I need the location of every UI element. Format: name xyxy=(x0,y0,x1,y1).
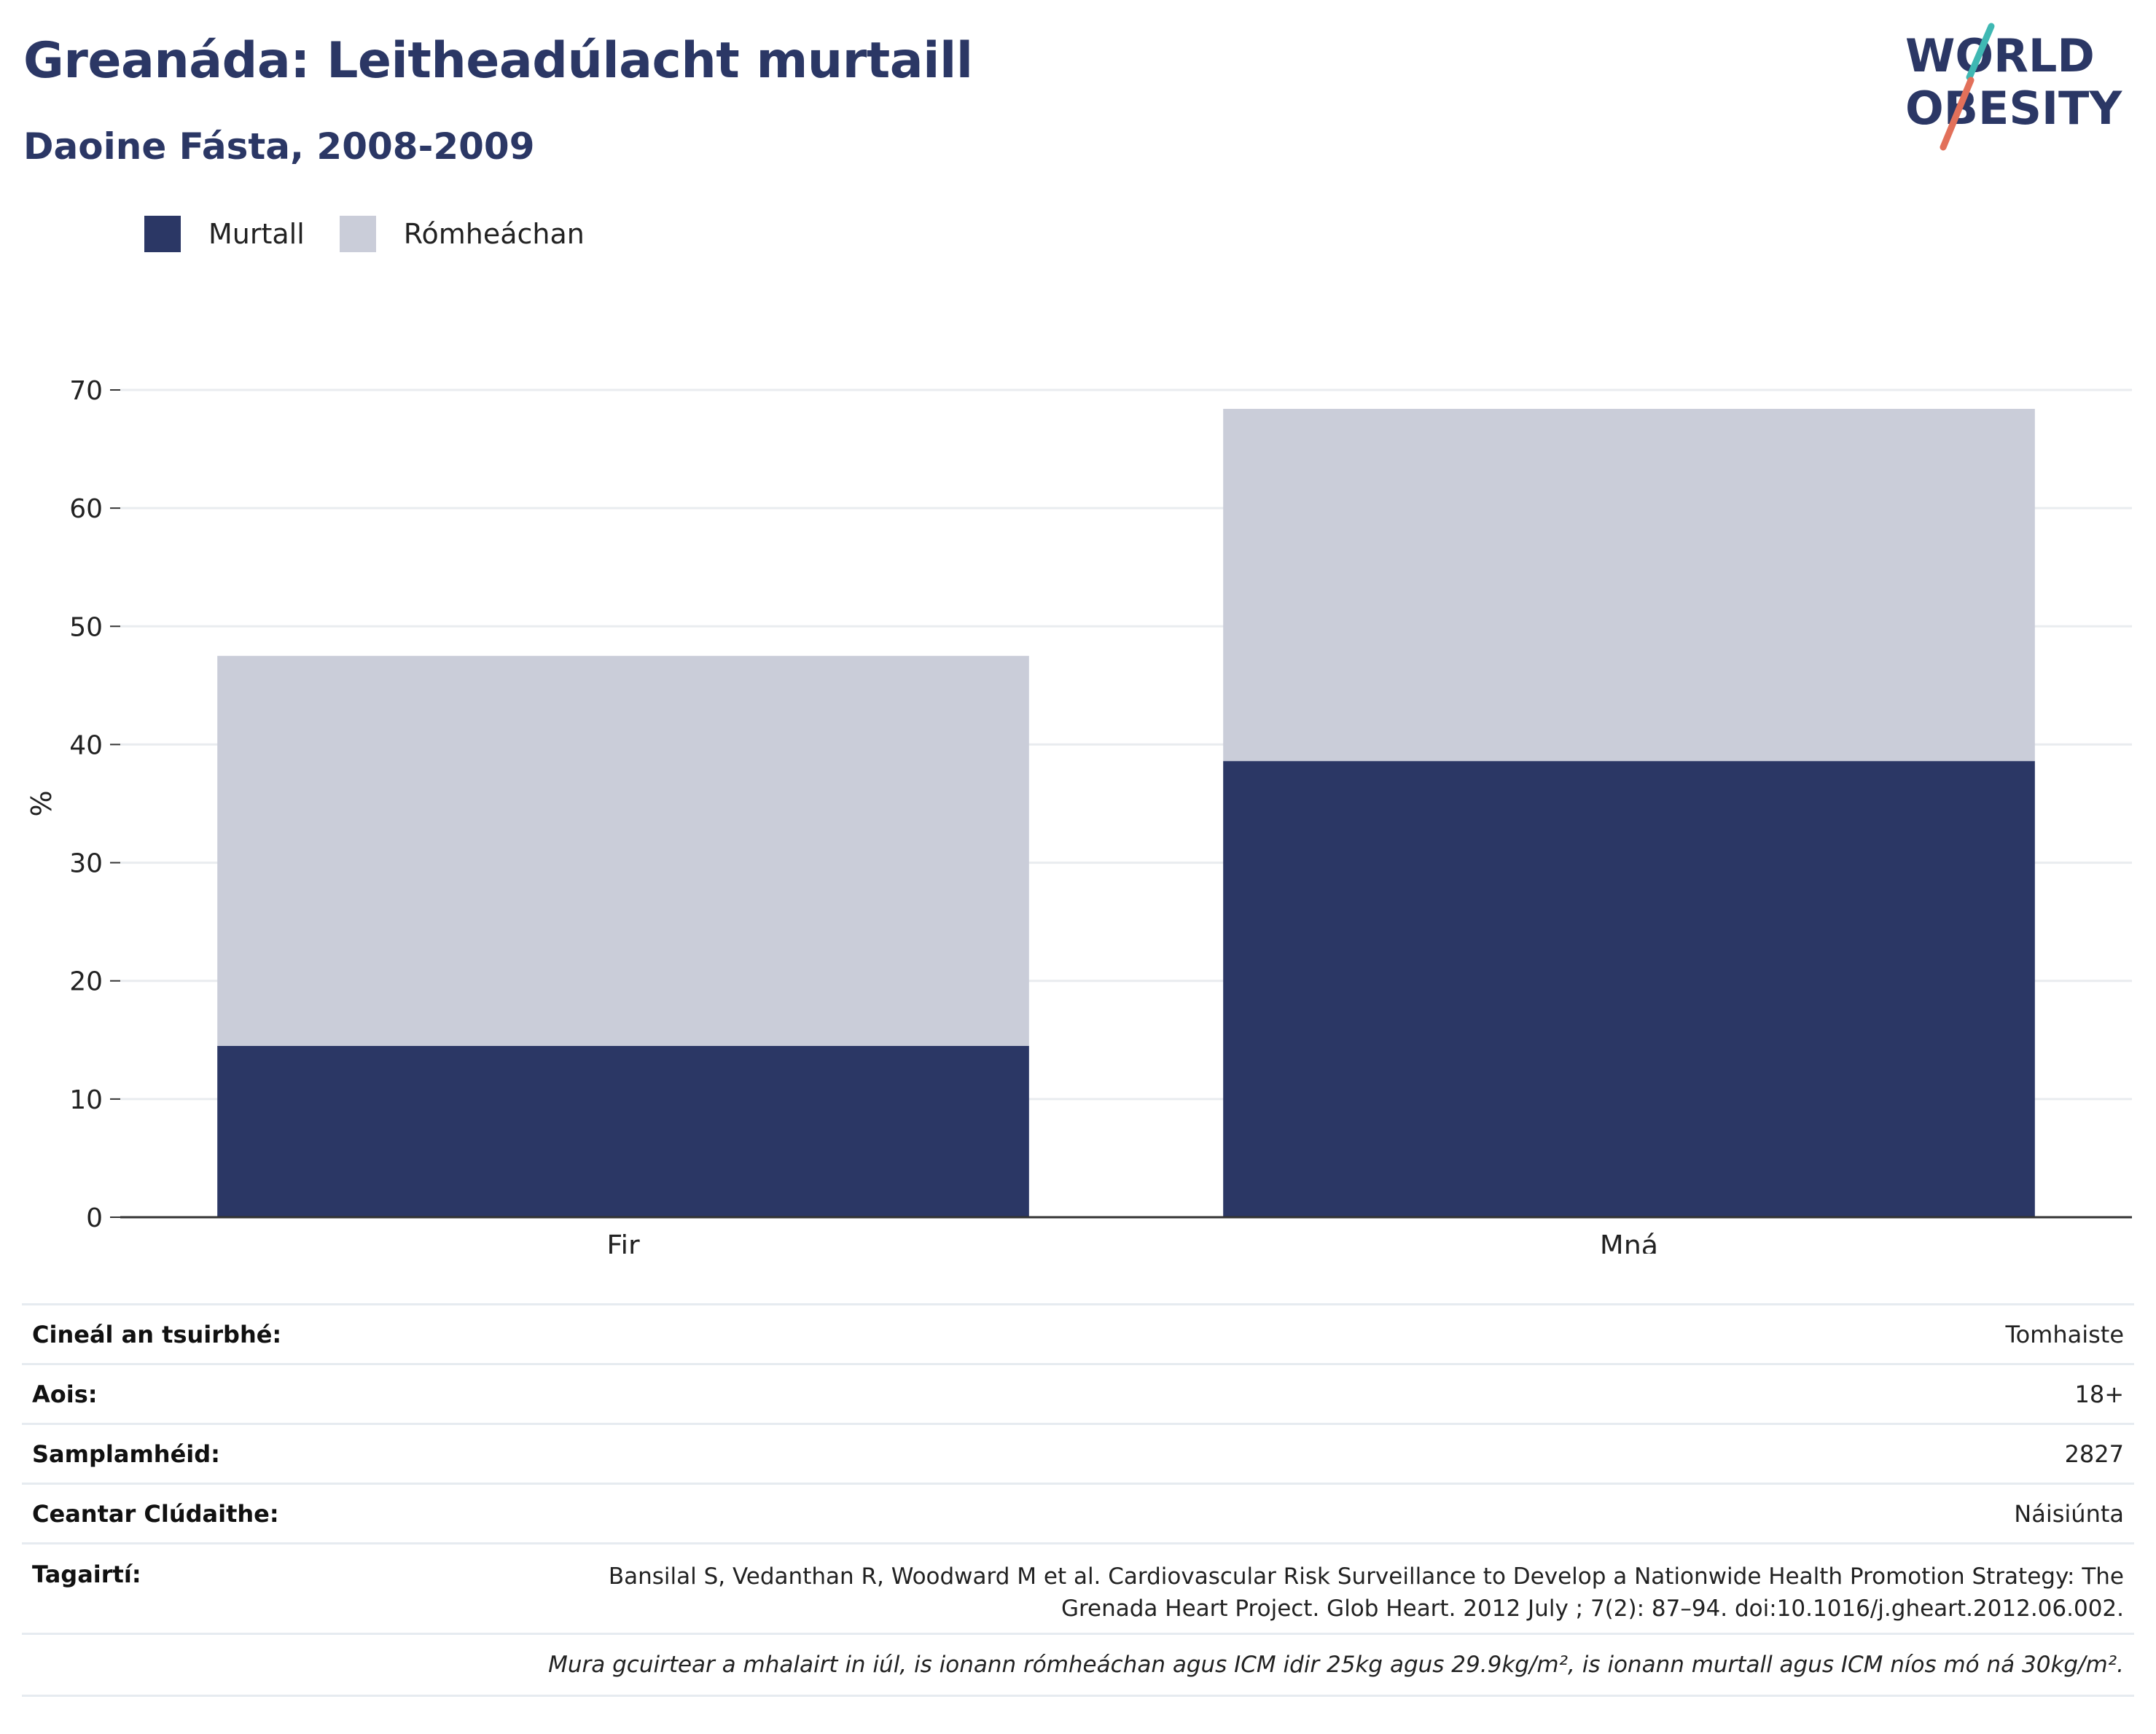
y-tick-label: 60 xyxy=(69,494,103,524)
bar-fir-romheachan xyxy=(217,655,1029,1046)
y-axis-label: % xyxy=(26,790,58,816)
bar-mna-murtall xyxy=(1223,761,2035,1217)
info-row-area-covered: Ceantar Clúdaithe: Náisiúnta xyxy=(22,1483,2134,1542)
chart-subtitle: Daoine Fásta, 2008-2009 xyxy=(23,125,535,168)
definition-note-row: Mura gcuirtear a mhalairt in iúl, is ion… xyxy=(22,1633,2134,1697)
x-tick-label: Mná xyxy=(1600,1230,1658,1254)
references-text: Bansilal S, Vedanthan R, Woodward M et a… xyxy=(608,1563,2124,1622)
survey-info-table: Cineál an tsuirbhé: Tomhaiste Aois: 18+ … xyxy=(22,1303,2134,1697)
info-value: Tomhaiste xyxy=(2005,1320,2124,1348)
legend-swatch-romheachan xyxy=(339,216,376,252)
info-row-references: Tagairtí: Bansilal S, Vedanthan R, Woodw… xyxy=(22,1542,2134,1633)
legend-label-romheachan: Rómheáchan xyxy=(403,218,585,250)
y-tick-label: 30 xyxy=(69,849,103,879)
y-tick-label: 50 xyxy=(69,612,103,642)
info-label: Tagairtí: xyxy=(32,1561,141,1588)
y-tick-label: 0 xyxy=(86,1203,103,1233)
world-obesity-logo: WORLD OBESITY xyxy=(1905,23,2122,151)
info-value: 2827 xyxy=(2064,1440,2124,1468)
legend-label-murtall: Murtall xyxy=(208,218,305,250)
x-tick-label: Fir xyxy=(606,1230,640,1254)
info-value: 18+ xyxy=(2074,1380,2124,1408)
legend: Murtall Rómheáchan xyxy=(144,216,620,252)
info-value: Náisiúnta xyxy=(2014,1499,2124,1528)
info-label: Aois: xyxy=(32,1380,98,1408)
y-tick-label: 70 xyxy=(69,376,103,406)
info-row-survey-type: Cineál an tsuirbhé: Tomhaiste xyxy=(22,1303,2134,1363)
info-label: Samplamhéid: xyxy=(32,1440,220,1468)
logo-text-obesity: OBESITY xyxy=(1905,82,2122,135)
stacked-bar-chart: 0 10 20 30 40 50 60 70% Fir Mná xyxy=(26,376,2132,1254)
y-tick-label: 20 xyxy=(69,967,103,997)
info-row-age: Aois: 18+ xyxy=(22,1363,2134,1423)
legend-swatch-murtall xyxy=(144,216,181,252)
y-tick-label: 40 xyxy=(69,730,103,760)
legend-item-murtall[interactable]: Murtall xyxy=(144,216,305,252)
info-row-sample-size: Samplamhéid: 2827 xyxy=(22,1423,2134,1483)
definition-note: Mura gcuirtear a mhalairt in iúl, is ion… xyxy=(548,1652,2124,1678)
chart-title: Greanáda: Leitheadúlacht murtaill xyxy=(23,32,973,90)
bar-mna-romheachan xyxy=(1223,408,2035,762)
logo-slash-bottom xyxy=(1940,77,1975,151)
logo-text-world: WORLD xyxy=(1905,29,2095,82)
logo-slash-top xyxy=(1966,23,1995,81)
info-label: Ceantar Clúdaithe: xyxy=(32,1499,279,1528)
y-tick-label: 10 xyxy=(69,1085,103,1115)
info-label: Cineál an tsuirbhé: xyxy=(32,1320,282,1348)
bar-fir-murtall xyxy=(217,1045,1029,1217)
legend-item-romheachan[interactable]: Rómheáchan xyxy=(339,216,585,252)
